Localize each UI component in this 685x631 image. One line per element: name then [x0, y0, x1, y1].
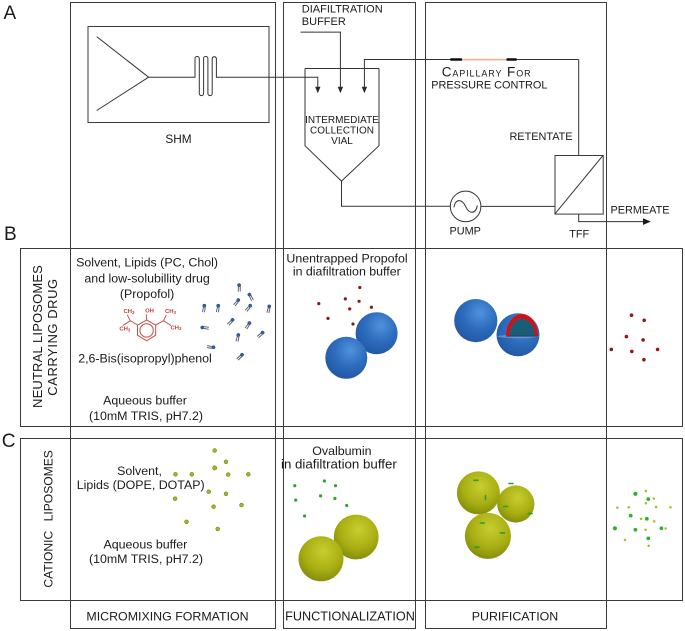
svg-text:COLLECTION: COLLECTION	[310, 126, 374, 137]
svg-text:CH3: CH3	[171, 325, 183, 331]
svg-text:in diafiltration buffer: in diafiltration buffer	[281, 456, 397, 471]
svg-text:PURIFICATION: PURIFICATION	[472, 610, 559, 624]
svg-text:RETENTATE: RETENTATE	[509, 131, 572, 143]
svg-text:TFF: TFF	[569, 228, 589, 240]
svg-text:2,6-Bis(isopropyl)phenol: 2,6-Bis(isopropyl)phenol	[78, 352, 212, 366]
svg-text:Solvent,: Solvent,	[117, 464, 162, 478]
svg-text:SHM: SHM	[165, 132, 191, 146]
svg-text:Aqueous buffer: Aqueous buffer	[103, 394, 187, 408]
svg-text:PUMP: PUMP	[449, 226, 480, 238]
svg-text:CH3: CH3	[119, 326, 131, 332]
svg-text:Capillary For: Capillary For	[442, 64, 532, 79]
svg-text:Lipids (DOPE, DOTAP): Lipids (DOPE, DOTAP)	[77, 478, 205, 492]
svg-text:CH3: CH3	[124, 309, 136, 315]
svg-text:VIAL: VIAL	[331, 136, 353, 147]
svg-text:(10mM TRIS, pH7.2): (10mM TRIS, pH7.2)	[89, 552, 203, 566]
svg-text:Aqueous buffer: Aqueous buffer	[103, 537, 187, 551]
svg-text:in diafiltration buffer: in diafiltration buffer	[293, 265, 401, 279]
svg-text:(Propofol): (Propofol)	[120, 287, 174, 301]
svg-text:OH: OH	[145, 308, 154, 314]
svg-text:PRESSURE CONTROL: PRESSURE CONTROL	[431, 79, 547, 91]
svg-text:INTERMEDIATE: INTERMEDIATE	[305, 115, 379, 126]
svg-text:BUFFER: BUFFER	[302, 16, 346, 28]
svg-text:and low-solubillity drug: and low-solubillity drug	[84, 271, 209, 285]
svg-text:CH3: CH3	[165, 309, 177, 315]
svg-text:CATIONIC LIPOSOMES: CATIONIC LIPOSOMES	[41, 450, 55, 588]
svg-text:FUNCTIONALIZATION: FUNCTIONALIZATION	[285, 610, 415, 624]
svg-text:A: A	[4, 3, 17, 24]
svg-text:B: B	[4, 224, 17, 245]
svg-text:DIAFILTRATION: DIAFILTRATION	[302, 3, 383, 15]
svg-text:PERMEATE: PERMEATE	[610, 205, 669, 217]
svg-text:C: C	[2, 431, 16, 452]
svg-text:(10mM TRIS, pH7.2): (10mM TRIS, pH7.2)	[89, 409, 203, 423]
svg-text:Solvent, Lipids (PC, Chol): Solvent, Lipids (PC, Chol)	[76, 256, 218, 270]
svg-text:Ovalbumin: Ovalbumin	[312, 444, 371, 458]
svg-text:CARRYING DRUG: CARRYING DRUG	[45, 278, 60, 395]
svg-text:NEUTRAL LIPOSOMES: NEUTRAL LIPOSOMES	[30, 265, 45, 408]
svg-text:MICROMIXING FORMATION: MICROMIXING FORMATION	[86, 610, 248, 624]
svg-text:Unentrapped Propofol: Unentrapped Propofol	[286, 251, 407, 265]
